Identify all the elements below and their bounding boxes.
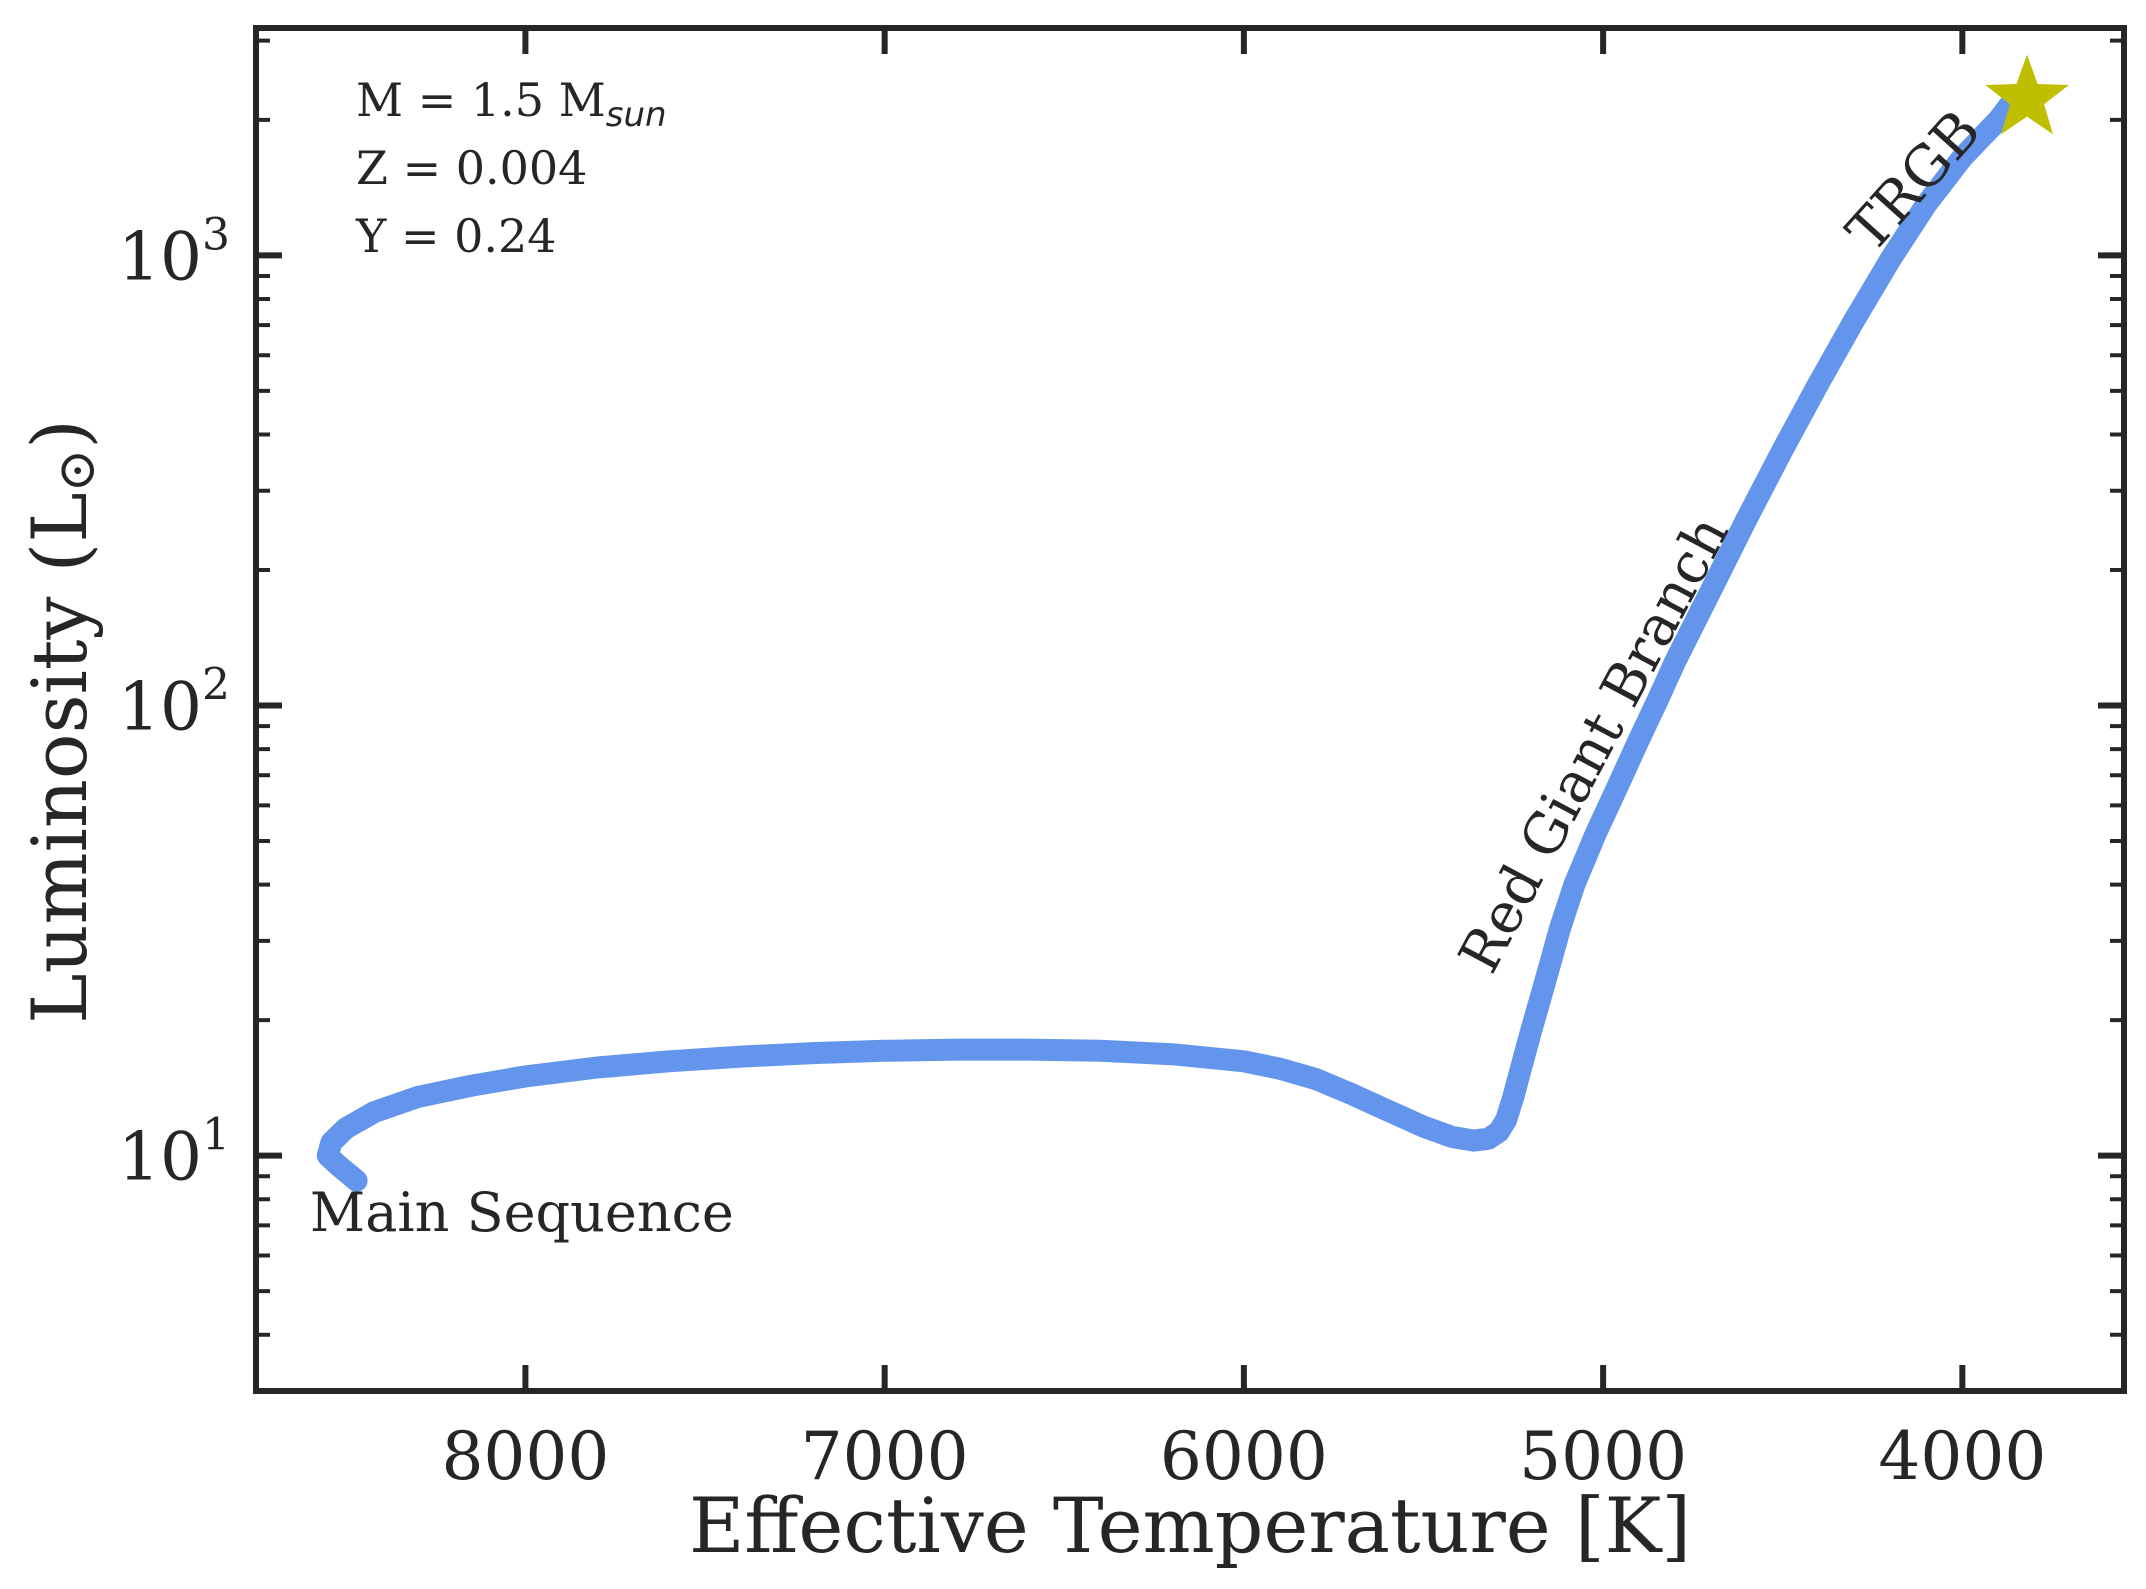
x-tick-label: 8000: [441, 1418, 609, 1495]
x-tick-label: 5000: [1519, 1418, 1687, 1495]
params-line-main: Y = 0.24: [355, 209, 557, 263]
marker-layer: [1985, 54, 2069, 135]
y-axis-label-text: Luminosity (L: [15, 492, 104, 1024]
params-line: M = 1.5 Msun: [356, 73, 667, 135]
params-line-main: M = 1.5 M: [356, 73, 606, 127]
plot-frame: [253, 25, 2127, 1394]
trgb-star-marker: [1985, 54, 2069, 135]
params-line: Y = 0.24: [355, 209, 557, 263]
params-line-subscript: sun: [606, 95, 667, 135]
x-tick-label: 4000: [1878, 1418, 2046, 1495]
params-text: M = 1.5 Msun Z = 0.004 Y = 0.24: [355, 73, 667, 263]
x-tick-label: 7000: [801, 1418, 969, 1495]
rgb-track-line: [316, 90, 2024, 1192]
params-line: Z = 0.004: [356, 141, 587, 195]
y-tick-label-exponent: 2: [202, 660, 230, 711]
y-tick-label: 101: [118, 1110, 230, 1196]
series-layer: [316, 90, 2024, 1192]
y-tick-label-exponent: 3: [202, 209, 230, 260]
x-axis-label: Effective Temperature [K]: [689, 1481, 1691, 1570]
y-tick-label-base: 10: [118, 1119, 202, 1196]
y-axis-label-sun-symbol: ⊙: [47, 449, 107, 493]
y-axis-label-close: ): [15, 419, 104, 449]
y-tick-label: 103: [118, 209, 230, 295]
y-tick-label-exponent: 1: [202, 1110, 230, 1161]
y-tick-label-base: 10: [118, 669, 202, 746]
x-tick-label: 6000: [1160, 1418, 1328, 1495]
annotation-label: Main Sequence: [310, 1181, 734, 1244]
params-line-main: Z = 0.004: [356, 141, 587, 195]
y-tick-label-base: 10: [118, 218, 202, 295]
y-axis-label: Luminosity (L⊙): [15, 419, 107, 1024]
x-tick-labels: 8000 7000 6000 5000 4000: [441, 1418, 2046, 1495]
y-tick-label: 102: [118, 660, 230, 746]
